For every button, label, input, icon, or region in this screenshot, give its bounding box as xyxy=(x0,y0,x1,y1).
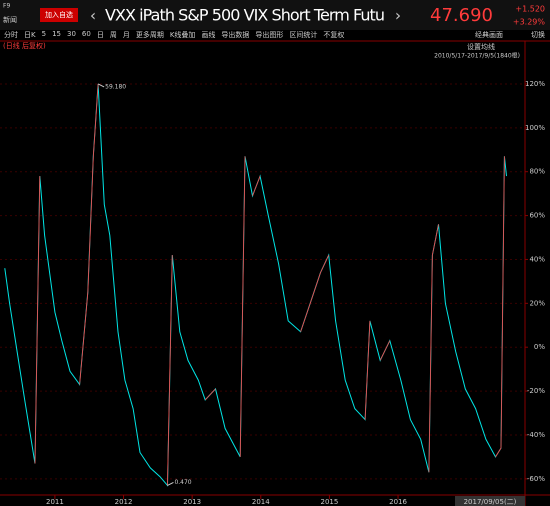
up-segment xyxy=(364,320,371,420)
y-tick-label: -20% xyxy=(527,387,545,395)
annotation-arrow xyxy=(167,481,174,486)
y-tick-label: 0% xyxy=(534,343,545,351)
arrow-right[interactable]: › xyxy=(395,7,401,25)
y-tick-label: 20% xyxy=(529,299,545,307)
toolbar-item[interactable]: 分时 xyxy=(4,31,18,39)
up-segment xyxy=(309,272,321,304)
up-segment xyxy=(92,83,99,157)
x-tick-label: 2012 xyxy=(115,498,133,506)
ma-setting[interactable]: 设置均线 xyxy=(467,42,495,51)
toolbar-item[interactable]: 15 xyxy=(52,30,61,38)
toolbar-item[interactable]: 30 xyxy=(66,30,76,38)
y-tick-label: 120% xyxy=(525,80,545,88)
x-tick-label: 2015 xyxy=(320,498,338,506)
up-segment xyxy=(252,175,261,196)
up-segment xyxy=(34,176,41,464)
toolbar-item[interactable]: 更多周期 xyxy=(135,31,164,39)
toolbar-item[interactable]: 月 xyxy=(122,31,130,39)
toolbar-item[interactable]: 60 xyxy=(81,30,91,38)
toolbar-item[interactable]: 不复权 xyxy=(323,31,345,39)
up-segment xyxy=(320,254,330,273)
toolbar-item[interactable]: 周 xyxy=(109,31,117,39)
range: 2010/5/17-2017/9/5(1840根) xyxy=(434,52,520,60)
add-fav[interactable]: 加入自选 xyxy=(45,10,73,19)
up-segment xyxy=(300,303,311,332)
f9: F9 xyxy=(3,3,10,10)
up-segment xyxy=(495,447,502,458)
annotation-arrow xyxy=(97,83,105,88)
price: 47.690 xyxy=(430,5,493,26)
price-line xyxy=(4,83,507,487)
up-segment xyxy=(500,156,505,449)
toolbar-item[interactable]: 5 xyxy=(41,30,47,38)
toolbar-item[interactable]: 导出图形 xyxy=(255,31,284,39)
switch[interactable]: 切换 xyxy=(531,30,545,39)
toolbar-item[interactable]: 导出数据 xyxy=(221,31,250,39)
y-tick-label: 80% xyxy=(529,168,545,176)
title: VXX iPath S&P 500 VIX Short Term Futu xyxy=(105,6,385,25)
toolbar-item[interactable]: K线叠加 xyxy=(169,31,196,39)
cursor-date: 2017/09/05(二) xyxy=(464,498,517,506)
change: +1.520 xyxy=(515,5,545,14)
arrow-left[interactable]: ‹ xyxy=(90,7,96,25)
y-tick-label: 60% xyxy=(529,212,545,220)
classic[interactable]: 经典画面 xyxy=(475,30,503,39)
x-tick-label: 2016 xyxy=(389,498,407,506)
toolbar-item[interactable]: 区间统计 xyxy=(289,31,318,39)
up-segment xyxy=(379,340,391,361)
change-pct: +3.29% xyxy=(513,18,546,27)
x-tick-label: 2011 xyxy=(46,498,64,506)
up-segment xyxy=(239,156,246,457)
up-segment xyxy=(87,156,94,293)
toolbar: 分时 日K 5 15 30 60 日周月更多周期 K线叠加 画线 导出数据 导出图形 区间统计 不复权 xyxy=(0,30,344,41)
x-tick-label: 2013 xyxy=(183,498,201,506)
mode: (日线 后复权) xyxy=(3,41,46,50)
up-segment xyxy=(167,255,173,486)
toolbar-item[interactable]: 日 xyxy=(96,31,104,39)
annotation: 0.470 xyxy=(174,479,191,486)
up-segment xyxy=(428,255,433,473)
toolbar-item[interactable]: 日K xyxy=(24,31,36,39)
add-button[interactable] xyxy=(40,8,78,22)
x-tick-label: 2014 xyxy=(252,498,270,506)
toolbar-item[interactable]: 画线 xyxy=(201,31,216,39)
y-tick-label: 100% xyxy=(525,124,545,132)
y-tick-label: -60% xyxy=(527,475,545,483)
y-tick-label: 40% xyxy=(529,255,545,263)
annotation: 59.180 xyxy=(105,83,126,90)
y-tick-label: -40% xyxy=(527,431,545,439)
news[interactable]: 新闻 xyxy=(3,15,17,24)
up-segment xyxy=(79,292,89,385)
top-bar xyxy=(0,0,550,30)
up-segment xyxy=(431,224,439,256)
up-segment xyxy=(204,388,216,401)
cursor-date-box xyxy=(455,496,525,506)
